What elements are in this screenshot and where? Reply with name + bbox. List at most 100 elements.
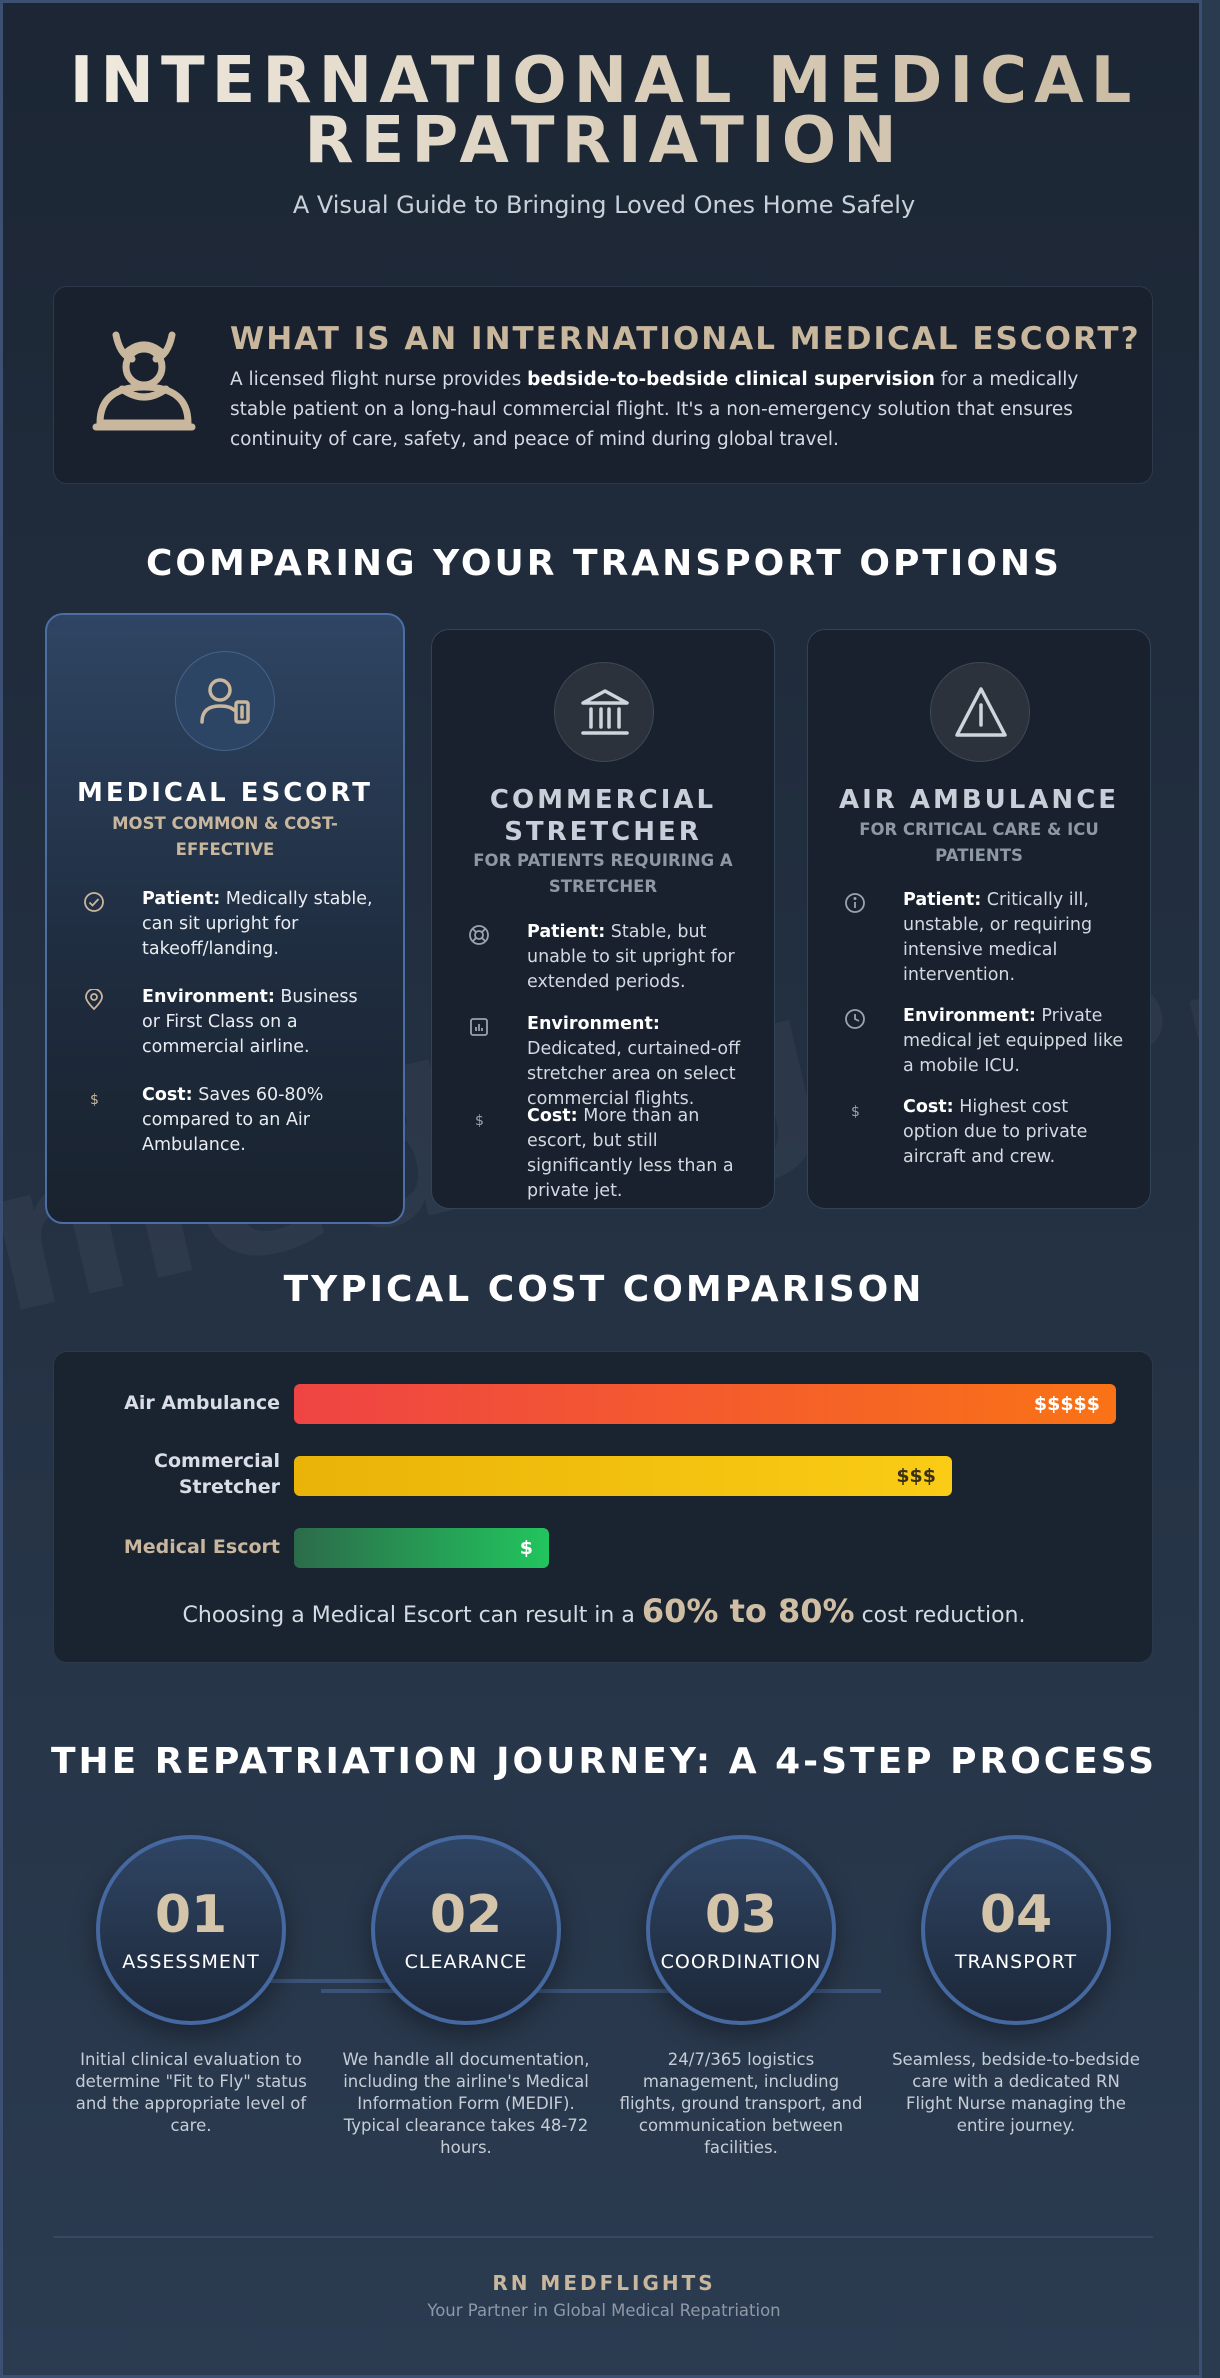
check-circle-icon [84,892,104,912]
dollar-icon: $ [90,1092,99,1108]
step-circle-transport: 04 TRANSPORT [921,1835,1111,2025]
card-feature: $ Cost: More than an escort, but still s… [462,1104,750,1204]
page-subtitle: A Visual Guide to Bringing Loved Ones Ho… [292,191,916,219]
bar-value: $ [519,1537,533,1559]
chart-doc-icon [470,1018,488,1036]
card-subtitle: FOR CRITICAL CARE & ICU PATIENTS [859,820,1099,865]
bar-value: $$$ [896,1465,936,1487]
feature-text: Patient: Medically stable, can sit uprig… [142,887,379,962]
bar-label-line: Stretcher [178,1476,280,1498]
step-connector [228,1979,428,1983]
feature-text: Patient: Critically ill, unstable, or re… [903,888,1126,988]
card-feature: $ Cost: Saves 60-80% compared to an Air … [77,1083,379,1158]
footer-divider [53,2236,1153,2238]
svg-text:$: $ [90,1092,99,1108]
cost-note-highlight: 60% to 80% [641,1592,855,1630]
clock-icon [845,1009,865,1029]
bar-air-ambulance: $$$$$ [294,1384,1116,1424]
step-circle-assessment: 01 ASSESSMENT [96,1835,286,2025]
step-number: 02 [429,1885,503,1945]
feature-label: Patient: [142,889,221,909]
feature-desc: Highest cost option due to private aircr… [903,1097,1088,1167]
cost-note-part: Choosing a Medical Escort can result in … [182,1603,642,1628]
step-name: ASSESSMENT [122,1951,260,1973]
feature-desc: Stable, but unable to sit upright for ex… [527,922,735,992]
intro-text-part: A licensed flight nurse provides [230,369,528,390]
card-feature: Patient: Stable, but unable to sit uprig… [462,920,750,995]
feature-label: Cost: [142,1085,193,1105]
cost-note-part: cost reduction. [854,1603,1026,1628]
card-subtitle: MOST COMMON & COST-EFFECTIVE [112,814,338,859]
feature-label: Environment: [903,1006,1036,1026]
step-number: 04 [979,1885,1053,1945]
feature-text: Cost: Highest cost option due to private… [903,1095,1126,1170]
card-icon-wrap [175,651,275,751]
lifebuoy-icon [469,925,489,945]
feature-desc: Dedicated, curtained-off stretcher area … [527,1039,741,1109]
feature-text: Cost: Saves 60-80% compared to an Air Am… [142,1083,379,1158]
location-pin-icon [85,989,103,1011]
option-card-medical-escort: MEDICAL ESCORT MOST COMMON & COST-EFFECT… [45,613,405,1224]
feature-text: Patient: Stable, but unable to sit uprig… [527,920,750,995]
cost-note: Choosing a Medical Escort can result in … [54,1592,1154,1630]
bar-commercial-stretcher: $$$ [294,1456,952,1496]
step-connector [321,1989,881,1993]
feature-label: Cost: [527,1106,578,1126]
intro-text-part: for a medically stable patient on a long… [230,369,1079,450]
user-badge-icon [200,678,250,724]
bar-label-medical-escort: Medical Escort [123,1536,280,1558]
feature-desc: Saves 60-80% compared to an Air Ambulanc… [142,1085,324,1155]
card-subtitle: FOR PATIENTS REQUIRING A STRETCHER [473,851,733,896]
building-icon [581,689,629,735]
cost-section-title: TYPICAL COST COMPARISON [283,1269,925,1310]
step-name: TRANSPORT [954,1951,1078,1973]
bar-label-line: Commercial [154,1450,280,1472]
card-feature: Patient: Critically ill, unstable, or re… [838,888,1126,988]
card-feature: Environment: Business or First Class on … [77,985,379,1060]
step-description: Initial clinical evaluation to determine… [75,2050,307,2135]
feature-label: Patient: [903,890,982,910]
feature-label: Patient: [527,922,606,942]
nurse-icon [92,331,196,431]
info-circle-icon [845,893,865,913]
card-title-line: STRETCHER [504,817,702,847]
feature-label: Environment: [527,1014,660,1034]
card-feature: $ Cost: Highest cost option due to priva… [838,1095,1126,1170]
card-feature: Patient: Medically stable, can sit uprig… [77,887,379,962]
bar-label-air-ambulance: Air Ambulance [124,1392,280,1414]
feature-text: Environment: Dedicated, curtained-off st… [527,1012,750,1112]
title-line-2: REPATRIATION [304,104,904,178]
step-description: We handle all documentation, including t… [342,2050,590,2157]
feature-label: Cost: [903,1097,954,1117]
step-name: COORDINATION [660,1951,822,1973]
page-title: INTERNATIONAL MEDICAL REPATRIATION [3,51,1199,171]
footer-tagline: Your Partner in Global Medical Repatriat… [427,2301,781,2320]
footer-brand: RN MEDFLIGHTS [492,2271,716,2295]
step-circle-coordination: 03 COORDINATION [646,1835,836,2025]
journey-section-title: THE REPATRIATION JOURNEY: A 4-STEP PROCE… [50,1741,1158,1782]
step-number: 03 [704,1885,778,1945]
step-name: CLEARANCE [404,1951,528,1973]
intro-card: WHAT IS AN INTERNATIONAL MEDICAL ESCORT?… [53,286,1153,484]
card-title: AIR AMBULANCE [838,785,1120,815]
bar-medical-escort: $ [294,1528,549,1568]
intro-heading: WHAT IS AN INTERNATIONAL MEDICAL ESCORT? [230,321,1141,357]
bar-value: $$$$$ [1033,1393,1100,1415]
feature-desc: Private medical jet equipped like a mobi… [903,1006,1124,1076]
warning-triangle-icon [955,687,1007,737]
svg-text:$: $ [851,1104,860,1120]
feature-desc: Critically ill, unstable, or requiring i… [903,890,1093,985]
option-card-air-ambulance: AIR AMBULANCE FOR CRITICAL CARE & ICU PA… [807,629,1151,1209]
feature-text: Cost: More than an escort, but still sig… [527,1104,750,1204]
step-circle-clearance: 02 CLEARANCE [371,1835,561,2025]
card-feature: Environment: Dedicated, curtained-off st… [462,1012,750,1112]
step-number: 01 [154,1885,228,1945]
feature-text: Environment: Business or First Class on … [142,985,379,1060]
options-section-title: COMPARING YOUR TRANSPORT OPTIONS [146,543,1062,584]
step-description: Seamless, bedside-to-bedside care with a… [892,2050,1140,2135]
feature-label: Environment: [142,987,275,1007]
feature-text: Environment: Private medical jet equippe… [903,1004,1126,1079]
hero-header: INTERNATIONAL MEDICAL REPATRIATION A Vis… [3,51,1199,219]
feature-desc: Business or First Class on a commercial … [142,987,358,1057]
